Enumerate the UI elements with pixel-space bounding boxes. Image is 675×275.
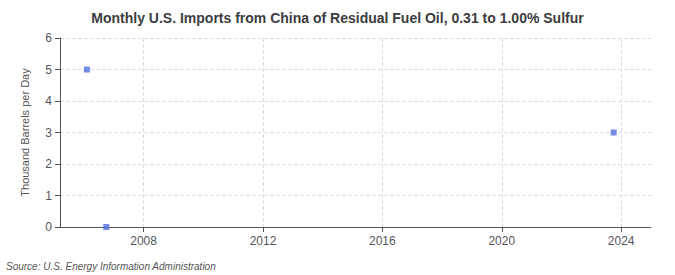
svg-text:2016: 2016	[369, 234, 396, 248]
svg-text:5: 5	[45, 63, 52, 77]
svg-text:1: 1	[45, 189, 52, 203]
svg-text:Thousand Barrels per Day: Thousand Barrels per Day	[19, 68, 31, 197]
svg-text:6: 6	[45, 31, 52, 45]
svg-text:2008: 2008	[130, 234, 157, 248]
svg-text:4: 4	[45, 94, 52, 108]
svg-text:2020: 2020	[488, 234, 515, 248]
svg-text:2: 2	[45, 157, 52, 171]
svg-text:3: 3	[45, 126, 52, 140]
svg-text:2012: 2012	[250, 234, 277, 248]
svg-text:Source: U.S. Energy Informatio: Source: U.S. Energy Information Administ…	[6, 261, 216, 272]
svg-text:Monthly U.S. Imports from Chin: Monthly U.S. Imports from China of Resid…	[91, 10, 584, 26]
svg-text:0: 0	[45, 220, 52, 234]
svg-text:2024: 2024	[608, 234, 635, 248]
